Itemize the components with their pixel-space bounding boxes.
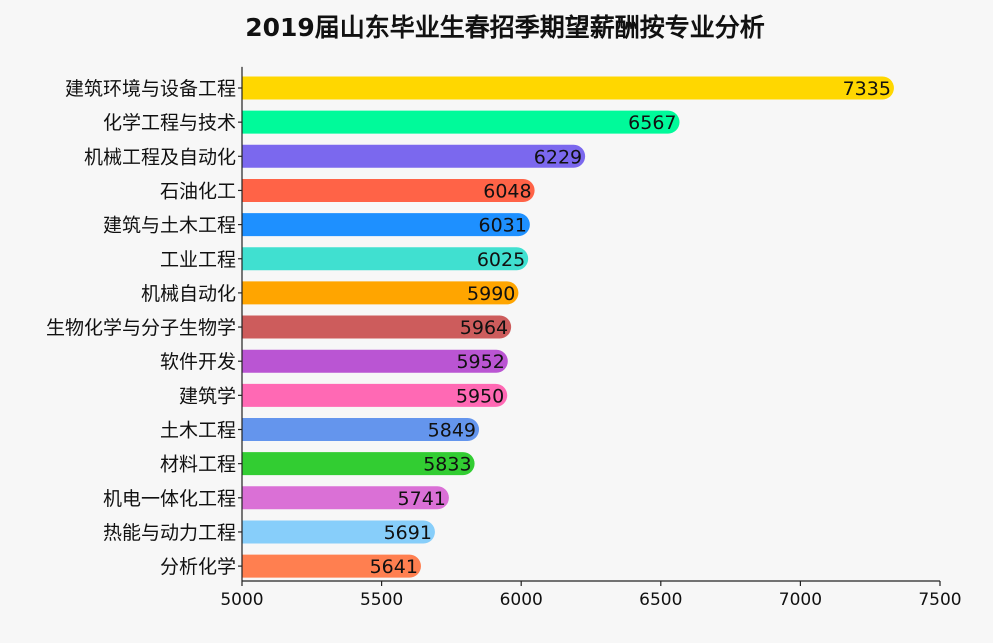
- bar-value-label: 6567: [628, 112, 676, 134]
- bar-2: [242, 110, 680, 134]
- bar-value-label: 5952: [456, 351, 504, 373]
- chart-title: 2019届山东毕业生春招季期望薪酬按专业分析: [245, 13, 765, 42]
- bar-value-label: 5691: [384, 522, 432, 544]
- category-label: 机电一体化工程: [103, 488, 236, 510]
- x-tick-label: 6500: [639, 590, 682, 610]
- x-tick-label: 5500: [360, 590, 403, 610]
- bar-1: [242, 76, 894, 100]
- bar-7: [242, 281, 519, 305]
- x-tick-label: 5000: [220, 590, 263, 610]
- bar-value-label: 5741: [398, 488, 446, 510]
- bar-15: [242, 554, 421, 578]
- bar-14: [242, 520, 435, 544]
- bar-9: [242, 349, 508, 373]
- bar-value-label: 6025: [477, 249, 525, 271]
- category-label: 热能与动力工程: [103, 522, 236, 544]
- bar-value-label: 5964: [460, 317, 508, 339]
- bar-6: [242, 247, 529, 271]
- x-tick-label: 6000: [500, 590, 543, 610]
- category-label: 机械自动化: [141, 283, 236, 305]
- axes-layer: [241, 66, 940, 582]
- bar-value-label: 5950: [456, 385, 504, 407]
- bar-5: [242, 213, 530, 237]
- category-label: 软件开发: [160, 351, 236, 373]
- category-label: 建筑环境与设备工程: [65, 78, 236, 100]
- category-label: 分析化学: [160, 556, 236, 578]
- category-label: 机械工程及自动化: [84, 146, 236, 168]
- bar-10: [242, 383, 508, 407]
- bar-value-label: 5641: [370, 556, 418, 578]
- bar-8: [242, 315, 512, 339]
- category-label: 化学工程与技术: [103, 112, 236, 134]
- bar-value-label: 5833: [423, 454, 471, 476]
- bar-value-label: 7335: [843, 78, 891, 100]
- x-ticks-layer: 5000 5500 6000 6500 7000 7500: [220, 87, 962, 610]
- bar-11: [242, 418, 480, 441]
- category-label: 生物化学与分子生物学: [46, 317, 236, 339]
- bar-value-label: 6048: [483, 180, 531, 202]
- category-label: 石油化工: [160, 180, 236, 202]
- bar-value-label: 6031: [478, 215, 526, 237]
- bar-value-label: 5849: [428, 420, 476, 442]
- category-label: 工业工程: [160, 249, 236, 271]
- bar-12: [242, 452, 475, 476]
- bar-value-label: 6229: [534, 146, 582, 168]
- bar-4: [242, 178, 535, 202]
- bar-3: [242, 144, 586, 168]
- bar-13: [242, 486, 449, 510]
- category-labels-layer: 建筑环境与设备工程化学工程与技术机械工程及自动化石油化工建筑与土木工程工业工程机…: [46, 78, 236, 578]
- category-label: 建筑与土木工程: [103, 215, 236, 237]
- category-label: 土木工程: [160, 420, 236, 442]
- x-tick-label: 7000: [779, 590, 822, 610]
- bar-value-label: 5990: [467, 283, 515, 305]
- x-tick-label: 7500: [918, 590, 961, 610]
- category-label: 材料工程: [160, 454, 236, 476]
- category-label: 建筑学: [179, 385, 236, 407]
